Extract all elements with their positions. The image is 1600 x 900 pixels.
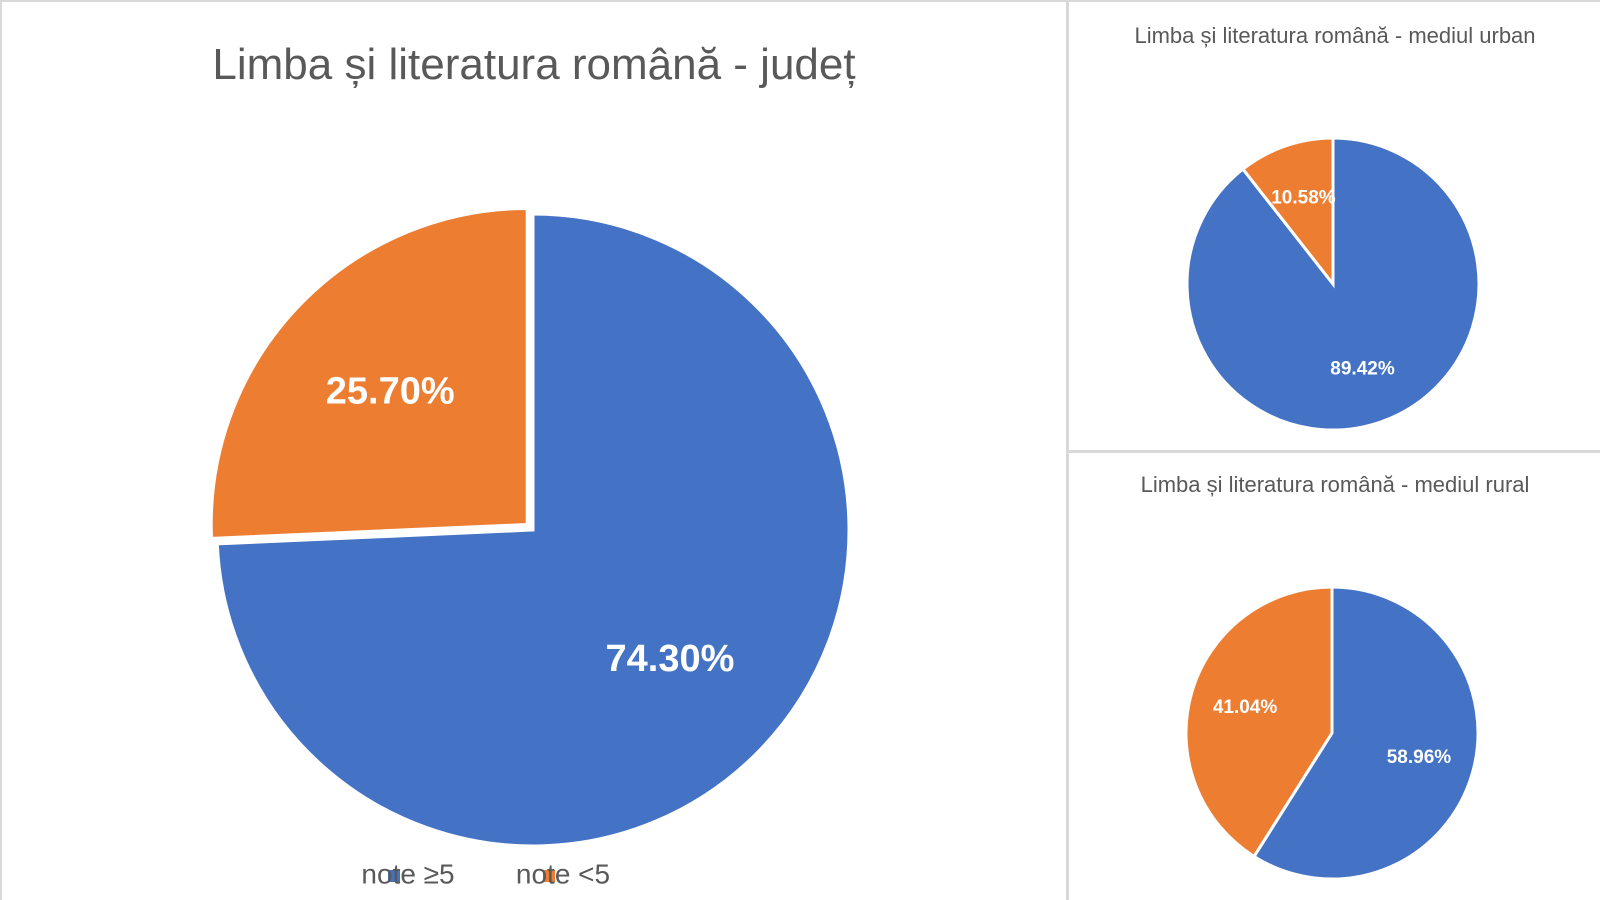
legend-label: note ≥5 (361, 858, 454, 889)
chart-title: Limba și literatura română - mediul rura… (1140, 472, 1530, 497)
data-label: 58.96% (1387, 747, 1452, 768)
data-label: 10.58% (1271, 187, 1336, 208)
chart-title: Limba și literatura română - județ (212, 40, 856, 89)
legend-swatch (543, 870, 555, 882)
pie-slice (209, 206, 529, 540)
legend-label: note <5 (516, 858, 610, 889)
legend-swatch (388, 870, 400, 882)
data-label: 25.70% (326, 370, 455, 412)
data-label: 89.42% (1330, 359, 1395, 380)
pie-slice (215, 212, 851, 848)
chart-title: Limba și literatura română - mediul urba… (1134, 23, 1536, 48)
data-label: 74.30% (606, 638, 735, 680)
data-label: 41.04% (1213, 697, 1278, 718)
pie-slice (1252, 585, 1480, 881)
pie-slice (1184, 585, 1334, 859)
pie-slice (1240, 136, 1335, 289)
